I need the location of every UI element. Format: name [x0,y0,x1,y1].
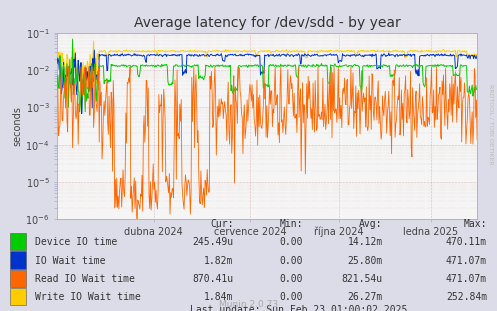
Text: 0.00: 0.00 [280,256,303,266]
Text: 470.11m: 470.11m [446,237,487,247]
Text: Read IO Wait time: Read IO Wait time [35,274,135,284]
Bar [10,251,26,269]
Text: Cur:: Cur: [210,219,234,229]
Text: 0.00: 0.00 [280,237,303,247]
Text: IO Wait time: IO Wait time [35,256,105,266]
Text: Avg:: Avg: [359,219,383,229]
Text: 471.07m: 471.07m [446,274,487,284]
Text: 471.07m: 471.07m [446,256,487,266]
Text: 245.49u: 245.49u [192,237,234,247]
Text: Munin 2.0.73: Munin 2.0.73 [219,300,278,309]
Title: Average latency for /dev/sdd - by year: Average latency for /dev/sdd - by year [134,16,401,30]
Text: 25.80m: 25.80m [347,256,383,266]
Text: Last update: Sun Feb 23 01:00:02 2025: Last update: Sun Feb 23 01:00:02 2025 [189,305,407,311]
Bar [10,288,26,305]
Text: 0.00: 0.00 [280,292,303,302]
Text: 870.41u: 870.41u [192,274,234,284]
Text: 1.84m: 1.84m [204,292,234,302]
Text: Write IO Wait time: Write IO Wait time [35,292,141,302]
Text: Max:: Max: [464,219,487,229]
Bar [10,270,26,287]
Y-axis label: seconds: seconds [12,106,22,146]
Text: RRDTOOL / TOBI OETIKER: RRDTOOL / TOBI OETIKER [488,84,493,165]
Text: Device IO time: Device IO time [35,237,117,247]
Text: 821.54u: 821.54u [341,274,383,284]
Text: 26.27m: 26.27m [347,292,383,302]
Bar [10,233,26,250]
Text: 252.84m: 252.84m [446,292,487,302]
Text: 1.82m: 1.82m [204,256,234,266]
Text: 14.12m: 14.12m [347,237,383,247]
Text: Min:: Min: [280,219,303,229]
Text: 0.00: 0.00 [280,274,303,284]
